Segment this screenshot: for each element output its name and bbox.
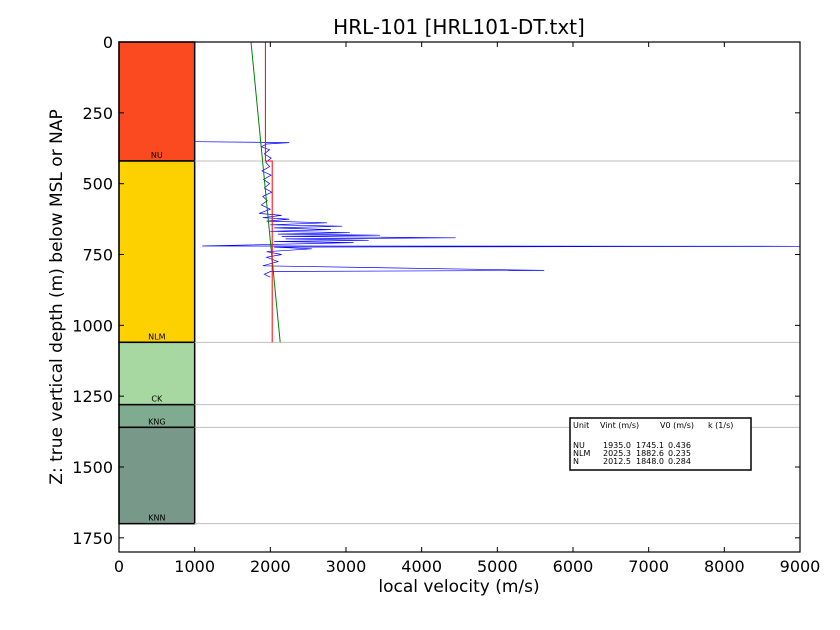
strat-unit-nlm bbox=[118, 160, 196, 344]
y-tick-label: 250 bbox=[82, 104, 113, 123]
legend-header-cell: V0 (m/s) bbox=[660, 421, 694, 430]
y-tick-label: 1750 bbox=[72, 529, 113, 548]
legend-row-cell: NLM bbox=[573, 449, 590, 458]
legend-row-cell: 0.284 bbox=[668, 457, 691, 466]
x-axis: 0 1000 2000 3000 4000 5000 6000 7000 8000 9000 bbox=[114, 42, 820, 576]
x-tick-label: 7000 bbox=[628, 557, 669, 576]
x-tick-label: 1000 bbox=[174, 557, 215, 576]
legend-row-cell: 1848.0 bbox=[636, 457, 664, 466]
strat-unit-label-nu: NU bbox=[151, 151, 163, 160]
legend-header-cell: Vint (m/s) bbox=[600, 421, 639, 430]
strat-unit-ck bbox=[118, 341, 196, 406]
strat-unit-nu bbox=[118, 41, 196, 162]
legend-header-cell: Unit bbox=[573, 421, 589, 430]
strat-unit-label-kng: KNG bbox=[148, 417, 165, 426]
chart-title: HRL-101 [HRL101-DT.txt] bbox=[333, 15, 585, 39]
legend-row-cell: 1745.1 bbox=[636, 441, 664, 450]
x-tick-label: 5000 bbox=[477, 557, 518, 576]
legend-row-cell: 0.436 bbox=[668, 441, 691, 450]
plot-frame bbox=[118, 41, 801, 553]
legend-row-cell: NU bbox=[573, 441, 585, 450]
x-tick-label: 8000 bbox=[704, 557, 745, 576]
velocity-log-curve bbox=[194, 141, 801, 278]
legend-box: Unit Vint (m/s) V0 (m/s) k (1/s) NU 1935.0 174… bbox=[569, 417, 752, 471]
legend-row-cell: 0.235 bbox=[668, 449, 691, 458]
y-axis: 0 250 500 750 1000 1250 1500 1750 bbox=[72, 33, 800, 548]
x-tick-label: 3000 bbox=[326, 557, 367, 576]
x-tick-label: 0 bbox=[114, 557, 124, 576]
y-tick-label: 1250 bbox=[72, 387, 113, 406]
strat-unit-knn bbox=[118, 426, 196, 525]
legend-row-cell: 1935.0 bbox=[603, 441, 631, 450]
strat-unit-label-knn: KNN bbox=[148, 514, 165, 523]
legend-row-cell: 1882.6 bbox=[636, 449, 664, 458]
y-tick-label: 500 bbox=[82, 175, 113, 194]
x-axis-title: local velocity (m/s) bbox=[378, 577, 539, 597]
interval-velocity-line bbox=[264, 42, 273, 343]
y-tick-label: 0 bbox=[103, 33, 113, 52]
x-tick-label: 4000 bbox=[401, 557, 442, 576]
legend-row-cell: N bbox=[573, 457, 579, 466]
y-tick-label: 1500 bbox=[72, 458, 113, 477]
velocity-trend-line bbox=[250, 41, 281, 343]
strat-unit-label-nlm: NLM bbox=[148, 332, 165, 341]
legend-header-cell: k (1/s) bbox=[708, 421, 733, 430]
stratigraphy-column: NU NLM CK KNG KNN bbox=[118, 41, 196, 525]
y-tick-label: 750 bbox=[82, 246, 113, 265]
strat-unit-label-ck: CK bbox=[151, 395, 163, 404]
y-axis-title: Z: true vertical depth (m) below MSL or … bbox=[47, 109, 67, 484]
x-tick-label: 6000 bbox=[553, 557, 594, 576]
legend-row-cell: 2012.5 bbox=[603, 457, 631, 466]
y-tick-label: 1000 bbox=[72, 316, 113, 335]
x-tick-label: 2000 bbox=[250, 557, 291, 576]
legend-row-cell: 2025.3 bbox=[603, 449, 631, 458]
x-tick-label: 9000 bbox=[780, 557, 821, 576]
legend-frame bbox=[569, 417, 752, 471]
